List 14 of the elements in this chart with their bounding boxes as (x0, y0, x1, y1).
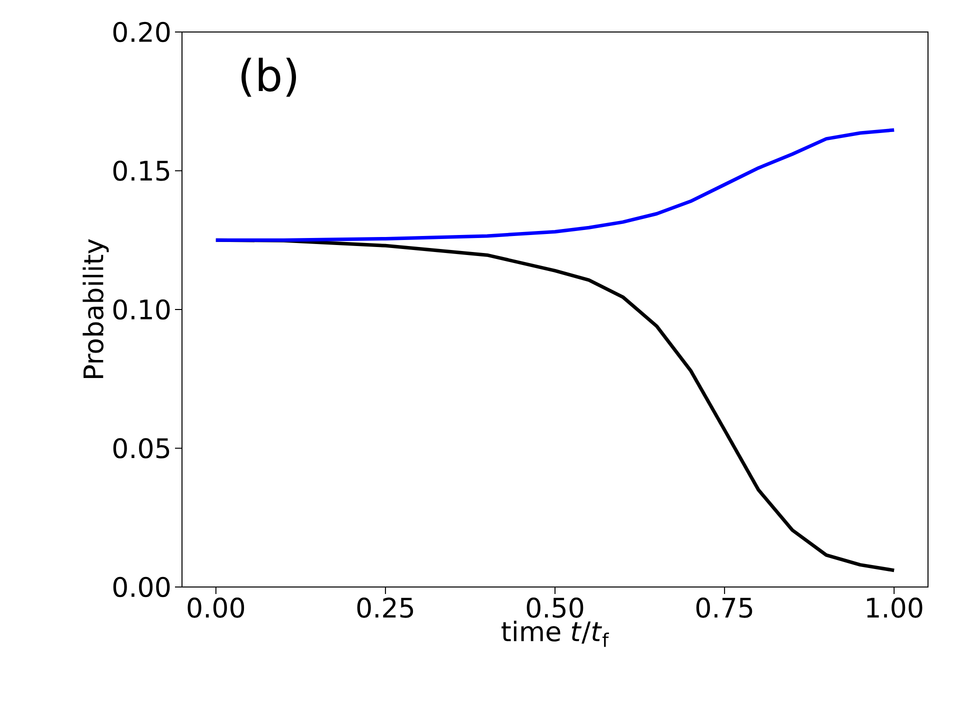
x-tick-label: 0.50 (526, 598, 584, 618)
line-series (214, 128, 896, 242)
x-axis-title: time t/t$_{f}$ (502, 620, 609, 647)
y-axis-title: Probability (82, 239, 109, 378)
annotation: (b) (242, 58, 296, 97)
y-tick-label: 0.15 (113, 160, 170, 181)
y-tick-label: 0.00 (113, 576, 170, 598)
y-tick-label: 0.20 (113, 22, 170, 42)
x-tick-label: 0.00 (188, 598, 244, 618)
y-tick-label: 0.10 (113, 299, 170, 320)
x-tick-label: 0.75 (696, 598, 752, 618)
x-tick-label: 1.00 (867, 598, 922, 618)
x-tick-label: 0.25 (357, 598, 414, 618)
y-tick-label: 0.05 (113, 438, 170, 458)
